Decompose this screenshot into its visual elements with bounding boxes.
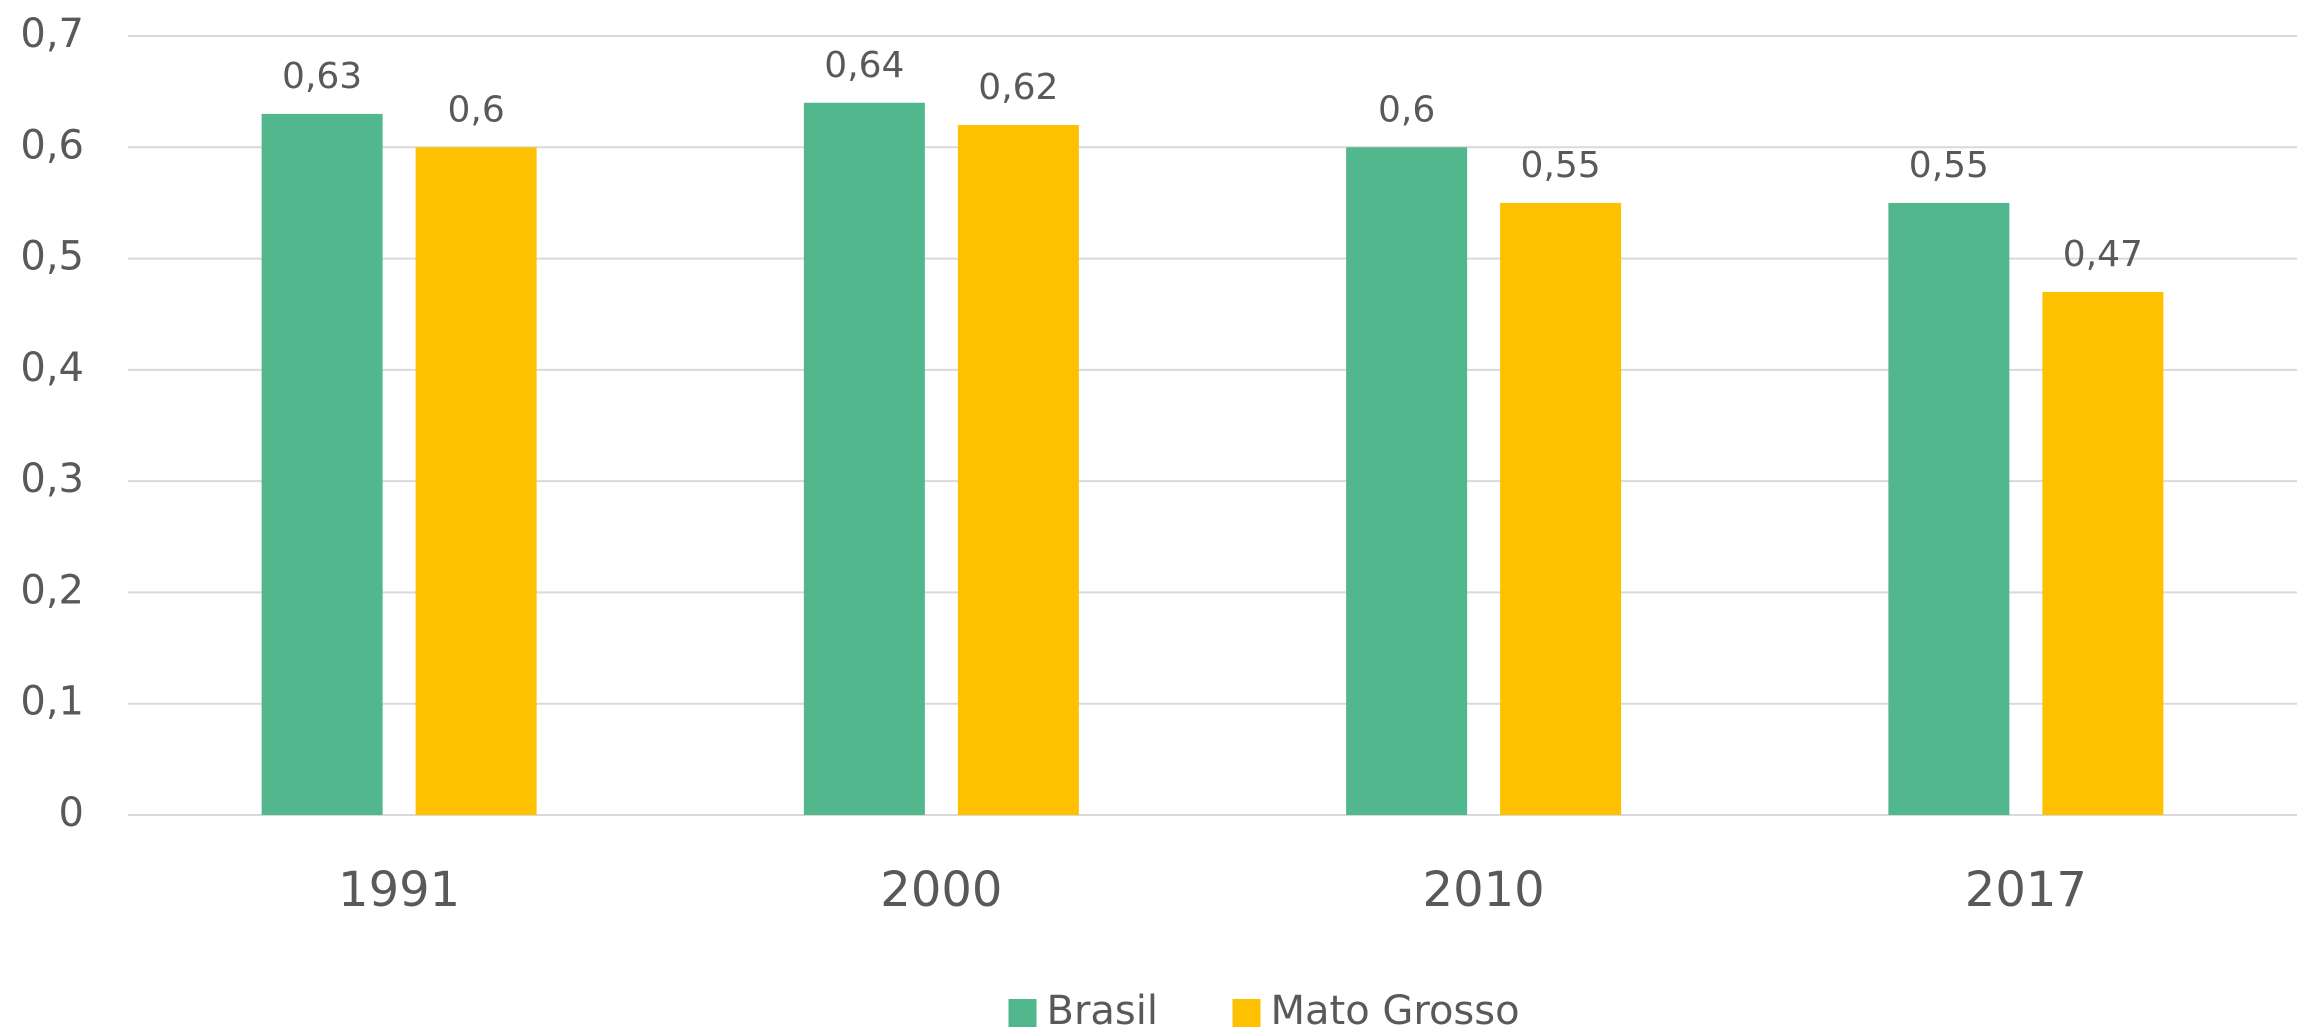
bar (1500, 202, 1622, 815)
value-label: 0,64 (824, 45, 904, 86)
value-label: 0,62 (978, 67, 1058, 108)
value-label: 0,55 (1521, 145, 1601, 186)
x-tick-label: 1991 (338, 862, 460, 918)
legend-label: Mato Grosso (1271, 988, 1520, 1033)
value-label: 0,55 (1909, 145, 1989, 186)
bar (1888, 202, 2010, 815)
y-tick-label: 0,1 (20, 679, 84, 725)
value-label: 0,47 (2063, 234, 2143, 275)
legend-label: Brasil (1047, 988, 1158, 1033)
y-tick-label: 0,7 (20, 11, 84, 57)
bar (261, 113, 383, 815)
legend-swatch (1232, 999, 1261, 1027)
value-label: 0,6 (447, 89, 504, 130)
bar (1346, 147, 1468, 816)
bar (415, 147, 537, 816)
legend-swatch (1008, 999, 1037, 1027)
x-tick-label: 2017 (1965, 862, 2087, 918)
bar (803, 102, 925, 816)
y-tick-label: 0 (59, 790, 84, 836)
value-label: 0,6 (1378, 89, 1435, 130)
y-tick-label: 0,6 (20, 122, 84, 168)
y-tick-label: 0,3 (20, 456, 84, 502)
x-tick-label: 2000 (880, 862, 1002, 918)
y-tick-label: 0,2 (20, 567, 84, 613)
x-tick-label: 2010 (1423, 862, 1545, 918)
value-label: 0,63 (282, 56, 362, 97)
y-tick-label: 0,4 (20, 345, 84, 391)
y-tick-label: 0,5 (20, 234, 84, 280)
bar (2042, 291, 2164, 815)
bar (957, 125, 1079, 816)
